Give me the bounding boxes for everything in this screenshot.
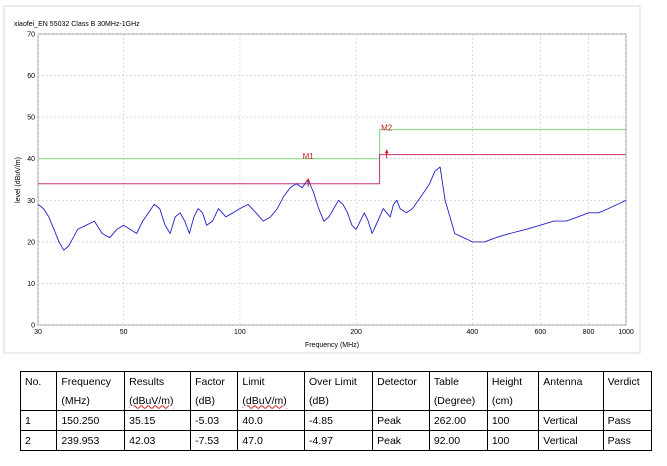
tick-labels: 0 10 20 30 40 50 60 70 30 50 100 200 400 600 800 1000 [27, 32, 634, 337]
table-header-unit: (dBuV/m) [237, 391, 305, 411]
y-tick-label: 50 [27, 115, 35, 122]
table-cell: 2 [19, 430, 58, 451]
table-cell: Vertical [538, 430, 604, 451]
y-tick-label: 30 [27, 198, 35, 205]
y-tick-label: 20 [27, 239, 35, 246]
marker-label: M2 [381, 123, 393, 132]
table-row: 2 239.953 42.03 -7.53 47.0 -4.97 Peak 92.00 100 V… [19, 430, 653, 451]
table-header-cell: Height [486, 371, 540, 391]
table-cell: 40.0 [237, 410, 305, 431]
y-tick-label: 0 [31, 323, 35, 330]
table-header-unit: (cm) [486, 391, 540, 411]
y-tick-label: 40 [27, 156, 35, 163]
series-layer [37, 166, 627, 251]
table-header-cell: No. [19, 371, 58, 391]
x-axis-label: Frequency (MHz) [305, 342, 359, 349]
marker-label: M1 [303, 152, 315, 161]
table-cell: 150.250 [56, 410, 126, 431]
table-cell: Pass [602, 430, 653, 451]
table-cell: 92.00 [428, 430, 488, 451]
chart-border [3, 5, 641, 354]
markers: M1 M2 [303, 123, 393, 187]
table-cell: Peak [372, 410, 430, 431]
table-header-unit: (dB) [303, 391, 374, 411]
y-tick-label: 10 [27, 281, 35, 288]
table-header-cell: Antenna [538, 371, 604, 391]
table-cell: -5.03 [190, 410, 239, 431]
table-cell: 42.03 [124, 430, 192, 451]
x-tick-label: 100 [234, 329, 246, 336]
table-header-unit: (Degree) [428, 391, 488, 411]
y-tick-label: 60 [27, 73, 35, 80]
x-tick-label: 200 [350, 329, 362, 336]
x-tick-label: 50 [120, 329, 128, 336]
table-header-unit [19, 391, 58, 411]
results-table: No. Frequency Results Factor Limit Over Limit… [19, 371, 653, 451]
marker-arrow [306, 177, 311, 182]
x-tick-label: 30 [34, 329, 42, 336]
table-header-cell: Frequency [56, 371, 126, 391]
table-cell: Vertical [538, 410, 604, 431]
emission-trace [37, 166, 627, 251]
table-cell: 100 [486, 410, 540, 431]
table-header-cell: Over Limit [303, 371, 374, 391]
table-header-cell: Verdict [602, 371, 653, 391]
chart-title: xiaofei_EN 55032 Class B 30MHz-1GHz [14, 21, 140, 28]
y-axis-label: level (dBuV/m) [15, 157, 22, 203]
limit-line [38, 154, 626, 185]
marker-arrow [384, 149, 389, 154]
x-tick-label: 1000 [618, 329, 634, 336]
table-header-cell: Factor [190, 371, 239, 391]
table-cell: 100 [486, 430, 540, 451]
table-cell: 35.15 [124, 410, 192, 431]
table-header-unit: (dB) [190, 391, 239, 411]
emission-chart: xiaofei_EN 55032 Class B 30MHz-1GHz M1 M2… [3, 5, 641, 354]
x-tick-label: 400 [467, 329, 479, 336]
y-tick-label: 70 [27, 32, 35, 39]
table-header-cell: Results [124, 371, 192, 391]
table-header-unit [538, 391, 604, 411]
table-header-unit: (dBuV/m) [124, 391, 192, 411]
table-header-unit [602, 391, 653, 411]
table-cell: 239.953 [56, 430, 126, 451]
limit-line [38, 129, 626, 160]
table-row: 1 150.250 35.15 -5.03 40.0 -4.85 Peak 262.00 100… [19, 410, 653, 431]
table-cell: -7.53 [190, 430, 239, 451]
limit-lines [38, 129, 626, 185]
table-header-cell: Table [428, 371, 488, 391]
table-header-unit: (MHz) [56, 391, 126, 411]
plot-area [37, 33, 627, 326]
x-tick-label: 600 [534, 329, 546, 336]
x-tick-label: 800 [583, 329, 595, 336]
table-cell: -4.85 [303, 410, 374, 431]
table-cell: 1 [19, 410, 58, 431]
table-cell: 47.0 [237, 430, 305, 451]
table-cell: -4.97 [303, 430, 374, 451]
table-header-unit [372, 391, 430, 411]
table-header-cell: Detector [372, 371, 430, 391]
table-cell: 262.00 [428, 410, 488, 431]
table-cell: Peak [372, 430, 430, 451]
table-cell: Pass [602, 410, 653, 431]
table-header-cell: Limit [237, 371, 305, 391]
